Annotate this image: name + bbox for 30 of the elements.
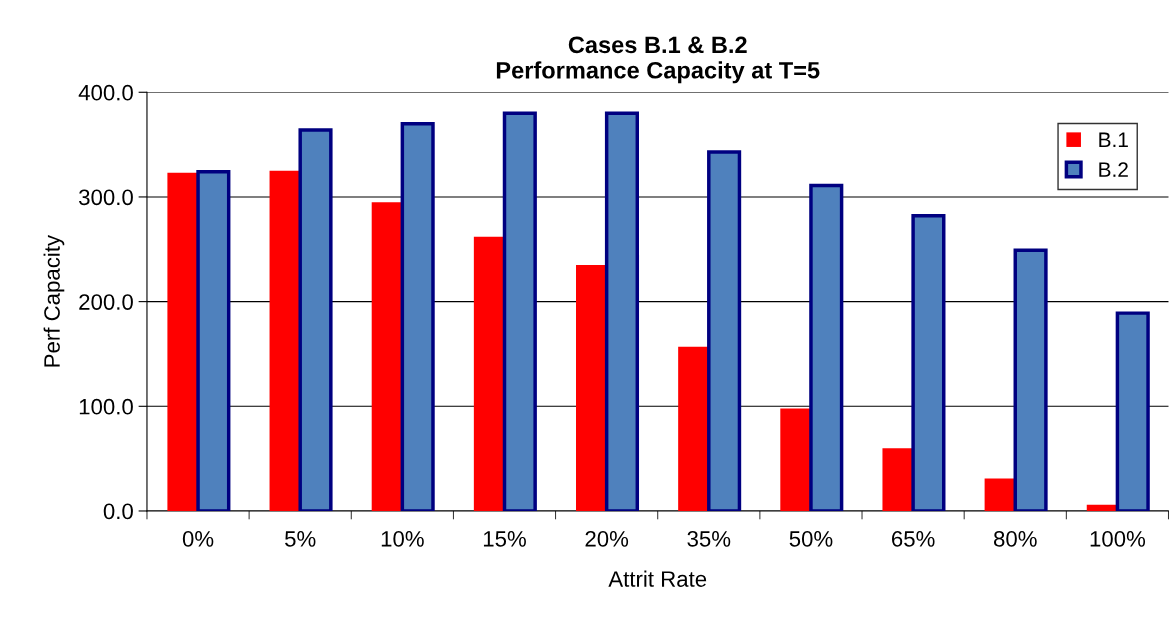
bar: [167, 172, 199, 511]
y-tick-label: 0.0: [103, 503, 133, 520]
legend-label: B.1: [1099, 132, 1128, 147]
y-tick-label: 400.0: [78, 84, 133, 101]
y-tick-label: 300.0: [79, 189, 133, 206]
x-tick-label: 15%: [483, 531, 526, 547]
x-tick-label: 100%: [1090, 531, 1146, 547]
x-tick-label: 20%: [585, 531, 629, 547]
legend-label: B.2: [1099, 162, 1128, 177]
bar: [678, 346, 709, 511]
bar: [473, 236, 505, 511]
x-tick-label: 0%: [182, 531, 214, 547]
bar: [371, 202, 403, 511]
x-tick-label: 10%: [381, 531, 424, 547]
bar: [780, 408, 811, 511]
y-tick-label: 200.0: [79, 294, 133, 310]
x-tick-label: 50%: [789, 531, 833, 547]
bar: [882, 448, 914, 511]
x-tick-label: 65%: [892, 531, 935, 547]
bar: [1086, 504, 1118, 511]
bar: [984, 478, 1016, 511]
bar: [576, 264, 607, 511]
y-tick-label: 100.0: [79, 398, 133, 415]
x-axis-title: Attrit Rate: [608, 570, 707, 587]
y-axis-title: Perf Capacity: [43, 234, 65, 367]
x-tick-label: 80%: [993, 531, 1037, 547]
x-tick-label: 5%: [285, 531, 316, 547]
x-tick-label: 35%: [687, 531, 731, 547]
bar: [269, 170, 301, 511]
chart-title: Cases B.1 & B.2 Performance Capacity at T=5: [496, 36, 820, 84]
